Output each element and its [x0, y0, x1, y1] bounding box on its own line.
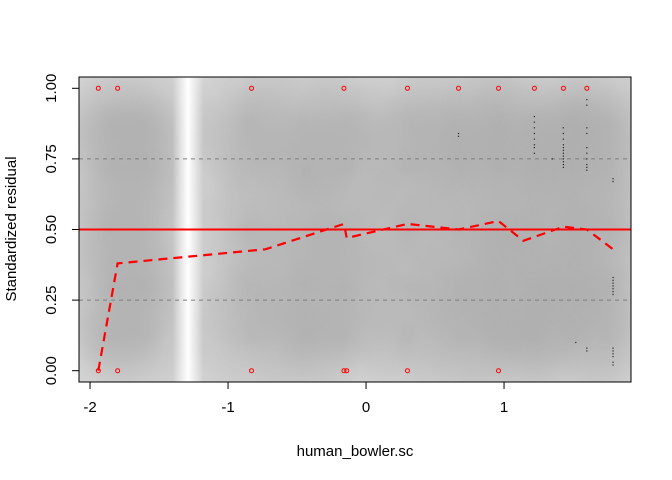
x-axis-label: human_bowler.sc: [297, 443, 414, 460]
outlier-point-top: [404, 85, 410, 91]
residual-dot: [562, 147, 564, 149]
residual-dot: [586, 127, 588, 129]
x-axis: -2 -1 0 1: [83, 381, 508, 416]
residual-dots: [457, 98, 614, 366]
residual-dot: [586, 163, 588, 166]
residual-dot: [533, 127, 535, 129]
y-tick-label: 0.00: [43, 356, 60, 385]
residual-dot: [612, 355, 614, 358]
residual-dot: [612, 353, 614, 355]
outlier-point-top: [95, 85, 101, 91]
residual-dot: [562, 127, 564, 129]
y-tick-label: 1.00: [43, 74, 60, 103]
outlier-point-bottom: [341, 368, 347, 374]
outlier-point-top: [496, 85, 502, 91]
residual-dot: [586, 166, 588, 168]
residual-dot: [533, 115, 535, 118]
x-tick-label: -2: [83, 399, 96, 416]
residual-dot: [612, 279, 614, 281]
x-tick-label: 0: [362, 399, 370, 416]
residual-dot: [586, 347, 588, 349]
y-tick-label: 0.25: [43, 286, 60, 315]
x-tick-label: -1: [221, 399, 234, 416]
outlier-point-top: [456, 85, 461, 91]
residual-dot: [562, 149, 564, 152]
residual-dot: [612, 347, 614, 349]
residual-dot: [586, 98, 588, 101]
outlier-point-top: [341, 85, 347, 91]
residual-dot: [612, 291, 614, 293]
residual-dot: [612, 350, 614, 352]
residual-dot: [457, 132, 460, 135]
y-tick-label: 0.50: [43, 215, 60, 244]
dashed-smooth-line: [97, 219, 614, 371]
residual-dot: [612, 361, 614, 363]
residual-dot: [533, 132, 535, 135]
outlier-point-bottom: [344, 368, 350, 374]
residual-dot: [533, 138, 535, 140]
outlier-point-bottom: [95, 368, 101, 374]
residual-dot: [562, 132, 564, 135]
residual-dot: [586, 104, 588, 106]
outlier-point-top: [584, 85, 590, 91]
reference-lines: [79, 158, 631, 301]
residual-dot: [533, 121, 535, 123]
residual-dot: [586, 158, 588, 160]
outlier-point-top: [249, 85, 254, 91]
residual-dot: [612, 178, 614, 180]
residual-dot: [551, 158, 553, 160]
outlier-point-top: [560, 85, 566, 91]
y-axis-label: Standardized residual: [3, 156, 20, 301]
residual-dot: [612, 364, 614, 366]
residual-dot: [457, 135, 460, 137]
outlier-point-bottom: [404, 368, 410, 374]
residual-dot: [586, 132, 588, 135]
residual-dot: [562, 163, 564, 166]
density-blob: [540, 77, 631, 199]
residual-dot: [533, 144, 535, 146]
residual-dot: [562, 155, 564, 157]
residual-dot: [562, 138, 564, 140]
x-tick-label: 1: [500, 399, 508, 416]
residual-dot: [586, 169, 588, 171]
residual-dot: [586, 147, 588, 149]
residual-dot: [612, 180, 614, 183]
outlier-point-bottom: [496, 368, 502, 374]
outlier-point-bottom: [249, 368, 254, 374]
residual-dot: [586, 152, 588, 154]
residual-dot: [612, 293, 614, 296]
residual-dot: [562, 158, 564, 160]
residual-dot: [612, 288, 614, 290]
residual-dot: [533, 152, 535, 154]
outlier-point-top: [115, 85, 121, 91]
residual-dot: [562, 161, 564, 163]
outlier-point-top: [531, 85, 537, 91]
residual-dot: [562, 144, 564, 146]
residual-dot: [612, 282, 614, 284]
residual-dot: [575, 341, 577, 344]
y-axis: 0.00 0.25 0.50 0.75 1.00: [43, 74, 80, 385]
residual-dot: [533, 147, 535, 149]
residual-dot: [612, 285, 614, 287]
residual-dot: [562, 166, 564, 168]
density-background: [79, 77, 631, 382]
residual-dot: [612, 276, 614, 279]
smooth-series: [97, 219, 614, 371]
y-tick-label: 0.75: [43, 144, 60, 173]
residual-dot: [586, 350, 588, 352]
outlier-points: [95, 85, 590, 374]
outlier-point-bottom: [115, 368, 121, 374]
residual-dot: [562, 152, 564, 154]
